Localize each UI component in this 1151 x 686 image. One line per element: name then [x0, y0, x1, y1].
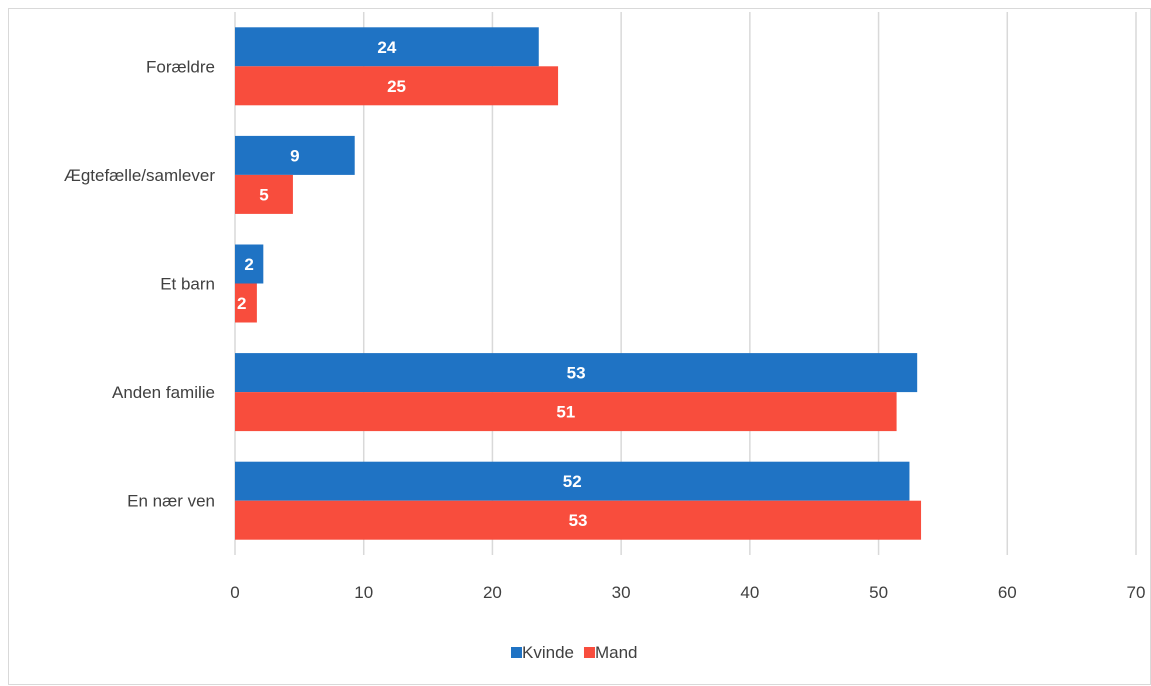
- x-tick-label: 50: [869, 583, 888, 602]
- data-label: 24: [377, 38, 396, 57]
- x-tick-label: 20: [483, 583, 502, 602]
- legend: Kvinde Mand: [511, 643, 638, 662]
- data-label: 5: [259, 185, 268, 204]
- x-tick-labels: 0 10 20 30 40 50 60 70: [230, 583, 1145, 602]
- bar-kvinde: [235, 461, 910, 501]
- chart-border: [8, 8, 1151, 685]
- category-label: Forældre: [146, 57, 215, 76]
- x-tick-label: 0: [230, 583, 239, 602]
- bar-kvinde: [235, 244, 264, 284]
- data-label: 53: [569, 511, 588, 530]
- category-label: En nær ven: [127, 492, 215, 511]
- bar-kvinde: [235, 27, 539, 67]
- legend-label: Mand: [595, 643, 638, 662]
- data-label: 25: [387, 77, 406, 96]
- data-label: 52: [563, 472, 582, 491]
- bar-mand: [235, 283, 257, 323]
- x-tick-label: 40: [740, 583, 759, 602]
- bar-mand: [235, 392, 897, 432]
- bar-mand: [235, 174, 293, 214]
- data-label: 2: [244, 255, 253, 274]
- bar-mand: [235, 500, 922, 540]
- x-tick-label: 30: [612, 583, 631, 602]
- data-label: 9: [290, 146, 299, 165]
- x-tick-label: 10: [354, 583, 373, 602]
- data-label: 2: [237, 294, 246, 313]
- category-label: Ægtefælle/samlever: [64, 166, 216, 185]
- category-label: Anden familie: [112, 383, 215, 402]
- category-label: Et barn: [160, 275, 215, 294]
- data-label: 53: [567, 364, 586, 383]
- bar-kvinde: [235, 135, 355, 175]
- legend-label: Kvinde: [522, 643, 574, 662]
- legend-swatch-kvinde: [511, 647, 522, 658]
- bar-mand: [235, 66, 559, 106]
- legend-swatch-mand: [583, 647, 595, 658]
- data-label: 51: [556, 403, 575, 422]
- x-tick-label: 60: [998, 583, 1017, 602]
- x-tick-label: 70: [1127, 583, 1146, 602]
- category-labels: Forældre Ægtefælle/samlever Et barn Anden f…: [64, 57, 216, 510]
- bars: [235, 27, 922, 540]
- bar-kvinde: [235, 353, 918, 393]
